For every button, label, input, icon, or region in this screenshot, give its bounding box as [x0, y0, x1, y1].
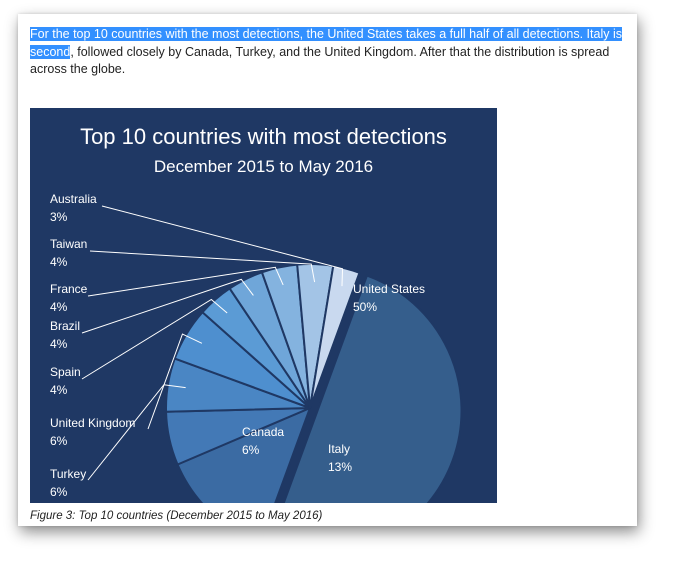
value-united-states: 50% [353, 300, 377, 314]
value-canada: 6% [242, 443, 260, 457]
label-australia: Australia [50, 192, 97, 206]
paragraph-text: , followed closely by Canada, Turkey, an… [30, 44, 610, 77]
label-united-kingdom: United Kingdom [50, 416, 135, 430]
value-turkey: 6% [50, 485, 68, 499]
article-paragraph: For the top 10 countries with the most d… [30, 26, 630, 79]
label-france: France [50, 282, 88, 296]
value-united-kingdom: 6% [50, 434, 68, 448]
value-france: 4% [50, 300, 68, 314]
label-taiwan: Taiwan [50, 237, 87, 251]
label-italy: Italy [328, 442, 350, 456]
leader-line-united-kingdom [147, 333, 203, 430]
figure-caption: Figure 3: Top 10 countries (December 201… [30, 510, 323, 522]
leader-line-brazil [81, 278, 254, 334]
label-brazil: Brazil [50, 319, 80, 333]
slice-united-states [282, 274, 463, 503]
value-brazil: 4% [50, 337, 68, 351]
label-turkey: Turkey [50, 467, 86, 481]
chart-title: Top 10 countries with most detections [80, 124, 447, 149]
slice-italy [176, 406, 312, 503]
pie-chart-svg: Top 10 countries with most detections De… [50, 124, 463, 503]
label-canada: Canada [242, 425, 284, 439]
pie-chart: Top 10 countries with most detections De… [30, 108, 497, 503]
label-spain: Spain [50, 365, 81, 379]
label-united-states: United States [353, 282, 425, 296]
leader-line-taiwan [89, 250, 316, 283]
leader-line-australia [101, 205, 344, 287]
leader-line-france [87, 266, 284, 297]
article-card: For the top 10 countries with the most d… [18, 14, 637, 526]
leader-line-spain [81, 298, 228, 380]
value-taiwan: 4% [50, 255, 68, 269]
value-australia: 3% [50, 210, 68, 224]
chart-subtitle: December 2015 to May 2016 [154, 157, 373, 176]
value-italy: 13% [328, 460, 352, 474]
value-spain: 4% [50, 383, 68, 397]
